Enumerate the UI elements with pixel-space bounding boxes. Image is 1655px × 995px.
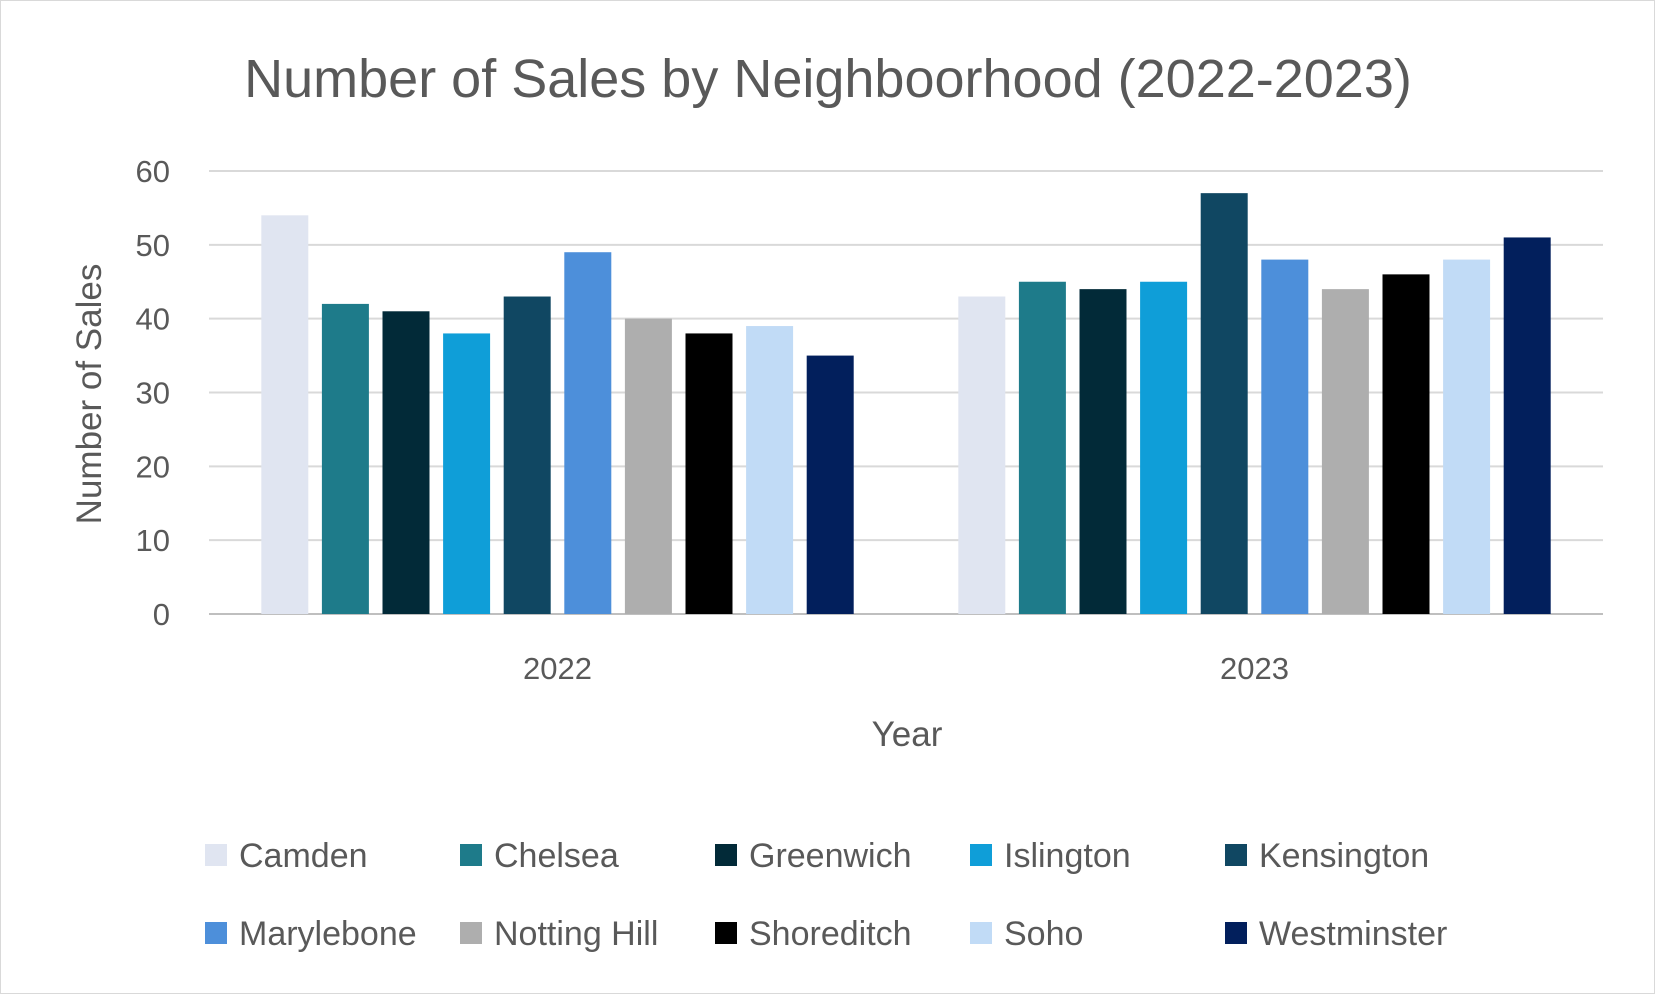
bar-camden-2023 (958, 296, 1006, 614)
bar-kensington-2022 (503, 296, 551, 614)
bar-notting-hill-2022 (624, 318, 672, 614)
legend-label: Marylebone (239, 915, 417, 953)
bars (261, 193, 1551, 615)
legend-swatch (1225, 844, 1247, 866)
legend-label: Camden (239, 837, 368, 875)
legend-item-camden: Camden (205, 837, 368, 875)
legend-label: Chelsea (494, 837, 619, 875)
bar-greenwich-2023 (1079, 289, 1127, 614)
bar-westminster-2022 (806, 355, 854, 614)
x-axis-ticks: 2022 2023 (523, 651, 1289, 686)
bar-notting-hill-2023 (1321, 289, 1369, 614)
gridlines (209, 170, 1603, 615)
legend-swatch (205, 844, 227, 866)
legend-item-kensington: Kensington (1225, 837, 1429, 875)
y-tick-label: 60 (136, 154, 170, 189)
legend-swatch (205, 922, 227, 944)
y-tick-label: 30 (136, 376, 170, 411)
legend-swatch (970, 922, 992, 944)
y-axis-ticks: 0 10 20 30 40 50 60 (136, 154, 170, 632)
bar-soho-2022 (746, 326, 794, 614)
bar-shoreditch-2023 (1382, 274, 1430, 614)
legend-label: Greenwich (749, 837, 912, 875)
bar-islington-2023 (1140, 281, 1188, 614)
bar-chelsea-2022 (321, 303, 369, 614)
legend-item-soho: Soho (970, 915, 1083, 953)
bar-soho-2023 (1443, 259, 1491, 614)
legend-item-shoreditch: Shoreditch (715, 915, 912, 953)
x-tick-label: 2023 (1220, 651, 1289, 686)
chart-title: Number of Sales by Neighboorhood (2022-2… (244, 49, 1412, 109)
bar-shoreditch-2022 (685, 333, 733, 614)
legend-swatch (715, 844, 737, 866)
bar-chelsea-2023 (1018, 281, 1066, 614)
legend-swatch (460, 922, 482, 944)
legend-label: Westminster (1259, 915, 1447, 953)
y-tick-label: 40 (136, 302, 170, 337)
legend-label: Soho (1004, 915, 1083, 953)
legend-label: Shoreditch (749, 915, 912, 953)
legend-swatch (1225, 922, 1247, 944)
x-tick-label: 2022 (523, 651, 592, 686)
legend-item-marylebone: Marylebone (205, 915, 417, 953)
bar-kensington-2023 (1200, 193, 1248, 614)
legend-item-chelsea: Chelsea (460, 837, 619, 875)
bar-greenwich-2022 (382, 311, 430, 614)
y-tick-label: 20 (136, 449, 170, 484)
legend-item-notting-hill: Notting Hill (460, 915, 658, 953)
legend-label: Islington (1004, 837, 1131, 875)
legend-swatch (715, 922, 737, 944)
legend: Camden Chelsea Greenwich Islington Kensingto… (205, 837, 1447, 953)
legend-item-westminster: Westminster (1225, 915, 1447, 953)
bar-marylebone-2023 (1261, 259, 1309, 614)
y-axis-title: Number of Sales (70, 264, 109, 525)
x-axis-title: Year (872, 715, 943, 754)
y-tick-label: 0 (153, 597, 170, 632)
legend-label: Kensington (1259, 837, 1429, 875)
bar-marylebone-2022 (564, 252, 612, 614)
bar-islington-2022 (443, 333, 491, 614)
y-tick-label: 10 (136, 523, 170, 558)
bar-camden-2022 (261, 215, 309, 615)
y-tick-label: 50 (136, 228, 170, 263)
legend-item-greenwich: Greenwich (715, 837, 912, 875)
bar-westminster-2023 (1503, 237, 1551, 614)
legend-swatch (460, 844, 482, 866)
legend-label: Notting Hill (494, 915, 658, 953)
legend-swatch (970, 844, 992, 866)
legend-item-islington: Islington (970, 837, 1131, 875)
